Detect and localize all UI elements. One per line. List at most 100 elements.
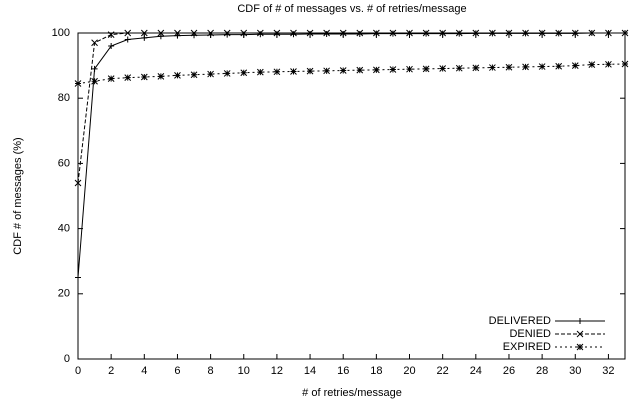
point-marker <box>356 66 364 74</box>
x-tick-label: 20 <box>403 365 415 377</box>
point-marker <box>124 36 131 43</box>
x-tick-label: 32 <box>602 365 614 377</box>
point-marker <box>373 66 380 74</box>
plot-frame <box>77 32 626 360</box>
x-tick-label: 16 <box>337 365 349 377</box>
x-tick-label: 28 <box>536 365 548 377</box>
y-tick-label: 100 <box>52 27 70 39</box>
point-marker <box>555 29 563 37</box>
point-marker <box>605 29 612 37</box>
x-tick-label: 8 <box>208 365 214 377</box>
point-marker <box>406 65 413 73</box>
chart-title: CDF of # of messages vs. # of retries/me… <box>237 3 466 15</box>
point-marker <box>124 74 132 82</box>
point-marker <box>621 60 629 68</box>
point-marker <box>290 31 297 38</box>
point-marker <box>621 29 629 37</box>
point-marker <box>290 29 297 37</box>
point-marker <box>439 65 447 72</box>
x-tick-label: 6 <box>174 365 180 377</box>
point-marker <box>588 61 596 68</box>
legend-label: DENIED <box>509 328 551 340</box>
x-tick-label: 30 <box>569 365 581 377</box>
point-marker <box>522 63 529 71</box>
point-marker <box>472 29 480 37</box>
legend-label: DELIVERED <box>489 315 551 327</box>
point-marker <box>340 30 347 37</box>
legend-marker <box>576 343 584 351</box>
x-tick-label: 14 <box>304 365 316 377</box>
point-marker <box>223 29 231 37</box>
point-marker <box>306 67 314 75</box>
point-marker <box>124 29 132 37</box>
point-marker <box>605 60 612 68</box>
point-marker <box>256 29 264 37</box>
point-marker <box>290 68 297 75</box>
series-line <box>77 63 626 85</box>
point-marker <box>223 70 231 77</box>
point-marker <box>555 62 563 70</box>
point-marker <box>306 29 314 37</box>
point-marker <box>108 43 115 50</box>
x-tick-label: 24 <box>470 365 482 377</box>
point-marker <box>323 67 330 75</box>
point-marker <box>373 29 380 37</box>
point-marker <box>472 64 480 72</box>
x-tick-label: 12 <box>271 365 283 377</box>
point-marker <box>257 31 264 38</box>
x-axis-label: # of retries/message <box>302 387 402 399</box>
legend-marker <box>577 318 583 324</box>
point-marker <box>307 30 314 37</box>
x-tick-label: 0 <box>75 365 81 377</box>
point-marker <box>455 64 463 72</box>
x-tick-label: 26 <box>503 365 515 377</box>
point-marker <box>588 29 596 37</box>
x-tick-label: 22 <box>437 365 449 377</box>
point-marker <box>74 179 82 187</box>
point-marker <box>240 69 248 77</box>
point-marker <box>107 75 115 82</box>
series-line <box>77 32 625 278</box>
x-tick-label: 10 <box>238 365 250 377</box>
point-marker <box>141 34 148 41</box>
point-marker <box>571 29 579 37</box>
point-marker <box>91 65 98 72</box>
point-marker <box>323 29 330 37</box>
point-marker <box>74 80 82 87</box>
point-marker <box>571 62 579 69</box>
y-axis-label: CDF # of messages (%) <box>12 137 24 254</box>
point-marker <box>439 29 447 37</box>
point-marker <box>157 73 165 80</box>
point-marker <box>389 29 397 37</box>
point-marker <box>157 33 164 40</box>
y-tick-label: 40 <box>58 223 70 235</box>
point-marker <box>489 29 496 37</box>
point-marker <box>174 29 181 37</box>
y-tick-label: 0 <box>64 353 70 365</box>
point-marker <box>190 71 198 79</box>
point-marker <box>75 274 81 281</box>
point-marker <box>406 29 413 37</box>
point-marker <box>455 29 463 37</box>
point-marker <box>356 30 363 37</box>
point-marker <box>174 72 181 79</box>
point-marker <box>140 29 148 37</box>
point-marker <box>91 77 98 85</box>
x-tick-label: 2 <box>108 365 114 377</box>
point-marker <box>538 29 546 37</box>
y-tick-label: 80 <box>58 92 70 104</box>
point-marker <box>356 29 364 37</box>
point-marker <box>273 31 280 38</box>
point-marker <box>422 65 430 73</box>
point-marker <box>422 29 430 37</box>
point-marker <box>273 68 281 76</box>
point-marker <box>107 31 115 38</box>
point-marker <box>190 29 198 37</box>
point-marker <box>91 39 98 47</box>
x-tick-label: 18 <box>370 365 382 377</box>
y-tick-label: 20 <box>58 288 70 300</box>
point-marker <box>207 29 214 37</box>
point-marker <box>256 68 264 76</box>
point-marker <box>207 70 214 78</box>
